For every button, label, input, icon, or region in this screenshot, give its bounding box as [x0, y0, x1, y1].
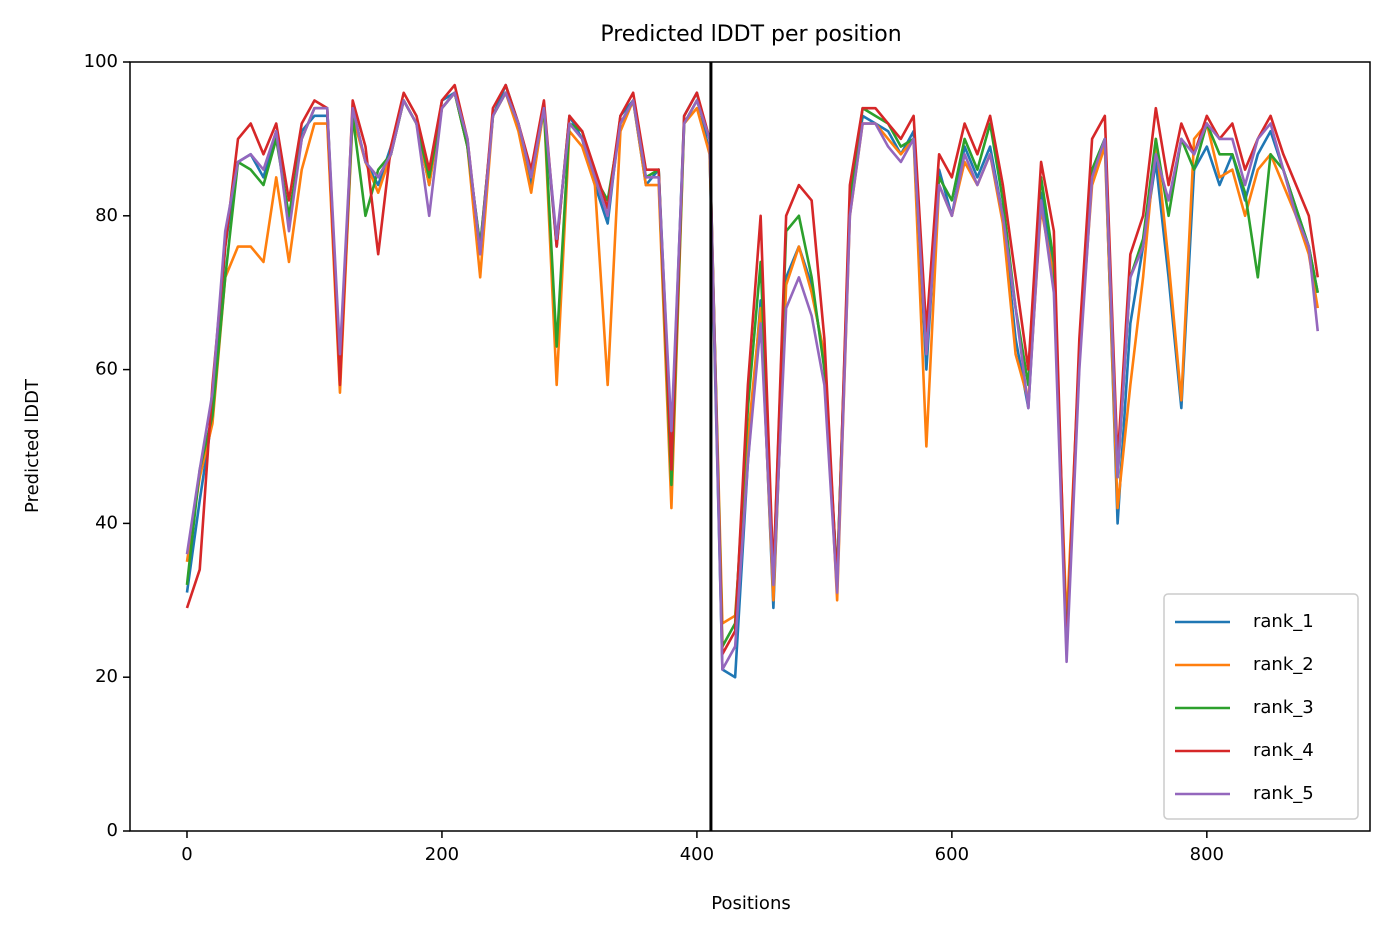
y-tick-label: 40: [95, 512, 118, 533]
y-tick-label: 0: [107, 820, 118, 841]
legend-label: rank_2: [1253, 654, 1314, 675]
legend-label: rank_4: [1253, 740, 1314, 761]
legend-label: rank_5: [1253, 783, 1314, 804]
x-axis-label: Positions: [711, 893, 790, 914]
y-tick-label: 60: [95, 359, 118, 380]
x-tick-label: 800: [1190, 844, 1224, 865]
legend-box: [1163, 593, 1359, 820]
chart-title: Predicted lDDT per position: [600, 22, 901, 47]
x-tick-label: 400: [680, 844, 714, 865]
x-tick-label: 200: [425, 844, 459, 865]
legend-label: rank_1: [1253, 611, 1314, 632]
series-line: [185, 91, 1320, 671]
y-tick-label: 100: [84, 51, 118, 72]
y-tick-label: 80: [95, 205, 118, 226]
x-tick-label: 0: [181, 844, 192, 865]
legend-label: rank_3: [1253, 697, 1314, 718]
plot-frame: [129, 61, 1371, 832]
x-tick-label: 600: [935, 844, 969, 865]
series-line: [185, 83, 1320, 656]
y-axis-label: Predicted lDDT: [22, 378, 43, 513]
y-tick-label: 20: [95, 666, 118, 687]
series-line: [185, 91, 1320, 625]
